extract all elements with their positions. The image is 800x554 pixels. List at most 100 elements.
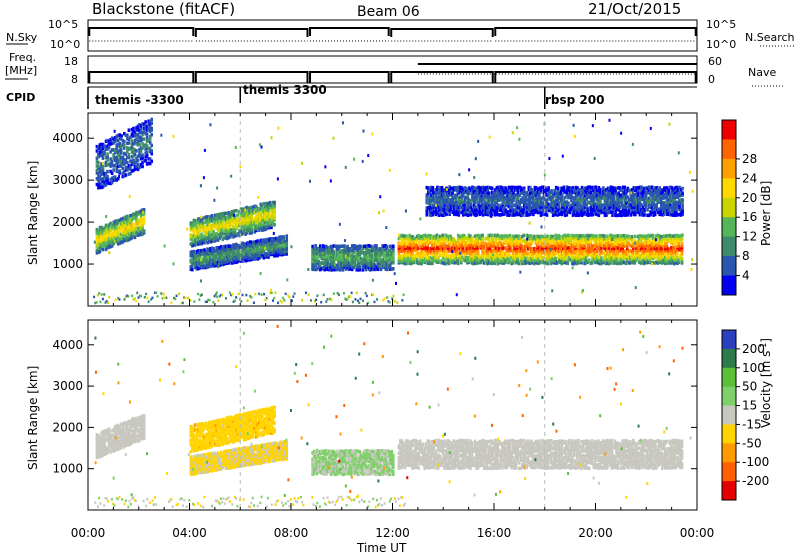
range-cell	[391, 267, 395, 271]
range-cell	[236, 248, 240, 253]
range-cell	[203, 216, 206, 220]
range-cell	[138, 228, 141, 233]
range-cell	[546, 241, 550, 246]
range-cell	[402, 239, 405, 243]
range-cell	[533, 185, 537, 190]
range-cell	[271, 238, 275, 243]
range-cell	[509, 185, 512, 190]
range-cell	[525, 233, 529, 238]
range-cell	[385, 244, 389, 249]
range-cell	[458, 246, 462, 251]
range-cell	[375, 255, 378, 259]
range-cell	[679, 253, 682, 258]
range-cell	[504, 233, 507, 238]
range-cell	[273, 243, 276, 247]
range-cell	[201, 248, 205, 253]
range-cell	[216, 220, 220, 224]
range-cell	[458, 206, 462, 210]
range-cell	[469, 246, 472, 250]
range-cell	[259, 226, 263, 230]
range-cell	[439, 201, 442, 205]
range-cell	[483, 193, 486, 197]
range-cell	[667, 253, 670, 258]
range-cell	[251, 248, 255, 252]
range-cell	[558, 254, 562, 258]
range-cell	[355, 263, 359, 268]
range-cell	[434, 193, 438, 197]
range-cell	[426, 254, 430, 258]
range-cell	[408, 242, 411, 246]
range-cell	[499, 236, 503, 241]
range-cell	[468, 213, 471, 217]
range-cell	[136, 127, 140, 132]
range-cell	[142, 159, 146, 163]
range-cell	[475, 258, 478, 263]
range-cell	[523, 261, 527, 266]
range-cell	[200, 224, 203, 228]
range-cell	[104, 223, 108, 228]
range-cell	[337, 246, 340, 251]
range-cell	[513, 254, 516, 259]
range-cell	[332, 259, 336, 264]
range-cell	[201, 225, 205, 229]
range-cell	[366, 259, 369, 264]
range-cell	[536, 258, 539, 263]
range-cell	[488, 241, 492, 245]
range-cell	[431, 190, 435, 195]
range-cell	[259, 216, 263, 221]
range-cell	[638, 241, 641, 246]
range-cell	[451, 203, 454, 208]
range-cell	[530, 190, 534, 195]
range-cell	[112, 168, 115, 172]
range-cell	[438, 237, 442, 241]
range-cell	[245, 205, 249, 210]
range-cell	[458, 189, 462, 193]
range-cell	[532, 191, 535, 195]
range-cell	[423, 246, 427, 250]
range-cell	[312, 265, 316, 269]
range-cell	[224, 227, 228, 231]
range-cell	[437, 191, 441, 196]
range-cell	[412, 248, 416, 252]
range-cell	[606, 248, 609, 253]
range-cell	[104, 171, 108, 176]
range-cell	[325, 261, 328, 266]
range-cell	[565, 202, 569, 207]
range-cell	[106, 227, 109, 232]
range-cell	[615, 254, 618, 258]
range-cell	[436, 191, 439, 195]
range-cell	[447, 237, 451, 241]
range-cell	[126, 231, 129, 235]
range-cell	[619, 243, 623, 248]
range-cell	[610, 252, 614, 256]
range-cell	[537, 236, 541, 241]
range-cell	[420, 261, 424, 266]
range-cell	[121, 171, 125, 175]
range-cell	[265, 237, 269, 242]
range-cell	[233, 230, 237, 234]
range-cell	[136, 211, 140, 215]
range-cell	[539, 210, 543, 215]
range-cell	[431, 261, 434, 266]
range-cell	[516, 241, 519, 245]
range-cell	[189, 226, 193, 230]
range-cell	[571, 254, 574, 258]
range-cell	[115, 158, 119, 163]
range-cell	[577, 197, 581, 202]
range-cell	[586, 236, 589, 241]
range-cell	[279, 245, 282, 249]
range-cell	[194, 239, 197, 243]
range-cell	[104, 228, 108, 233]
range-cell	[447, 244, 451, 248]
beam-title: Beam 06	[357, 4, 420, 20]
range-cell	[456, 251, 460, 255]
range-cell	[329, 265, 333, 270]
range-cell	[270, 237, 273, 241]
range-cell	[577, 248, 580, 253]
range-cell	[230, 258, 234, 262]
range-cell	[574, 208, 578, 213]
range-cell	[467, 256, 471, 260]
range-cell	[574, 236, 577, 240]
range-cell	[516, 200, 520, 205]
range-cell	[262, 225, 266, 229]
